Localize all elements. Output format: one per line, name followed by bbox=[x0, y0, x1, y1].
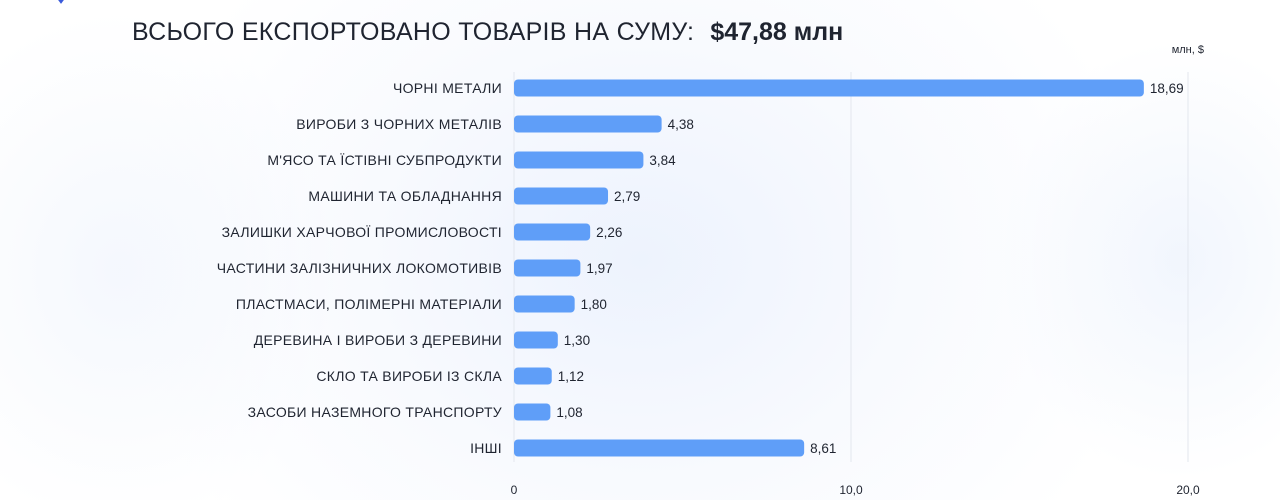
x-tick-label: 20,0 bbox=[1176, 483, 1200, 497]
value-label: 1,30 bbox=[564, 333, 590, 348]
category-label: ДЕРЕВИНА І ВИРОБИ З ДЕРЕВИНИ bbox=[254, 332, 502, 348]
value-label: 1,80 bbox=[581, 297, 607, 312]
bar bbox=[514, 439, 805, 457]
bar bbox=[514, 79, 1144, 97]
category-label: ЗАСОБИ НАЗЕМНОГО ТРАНСПОРТУ bbox=[248, 404, 502, 420]
category-label: М'ЯСО ТА ЇСТІВНІ СУБПРОДУКТИ bbox=[267, 152, 502, 168]
x-tick-label: 0 bbox=[511, 483, 518, 497]
category-label: ІНШІ bbox=[470, 440, 502, 456]
x-tick-label: 10,0 bbox=[839, 483, 863, 497]
value-label: 2,79 bbox=[614, 189, 640, 204]
bar bbox=[514, 295, 575, 313]
category-label: МАШИНИ ТА ОБЛАДНАННЯ bbox=[308, 188, 502, 204]
chart-title: ВСЬОГО ЕКСПОРТОВАНО ТОВАРІВ НА СУМУ: $47… bbox=[132, 14, 843, 50]
value-label: 1,08 bbox=[556, 405, 582, 420]
category-label: ЧАСТИНИ ЗАЛІЗНИЧНИХ ЛОКОМОТИВІВ bbox=[217, 260, 502, 276]
title-text: ВСЬОГО ЕКСПОРТОВАНО ТОВАРІВ НА СУМУ: bbox=[132, 17, 695, 46]
value-label: 8,61 bbox=[810, 441, 836, 456]
total-value: $47,88 млн bbox=[710, 17, 844, 46]
bar bbox=[514, 151, 644, 169]
value-label: 1,97 bbox=[586, 261, 612, 276]
category-label: ВИРОБИ З ЧОРНИХ МЕТАЛІВ bbox=[296, 116, 502, 132]
bar bbox=[514, 259, 581, 277]
category-label: ПЛАСТМАСИ, ПОЛІМЕРНІ МАТЕРІАЛИ bbox=[236, 296, 502, 312]
bar bbox=[514, 367, 552, 385]
value-label: 2,26 bbox=[596, 225, 622, 240]
bar bbox=[514, 403, 551, 421]
category-label: ЗАЛИШКИ ХАРЧОВОЇ ПРОМИСЛОВОСТІ bbox=[222, 224, 502, 240]
value-label: 1,12 bbox=[558, 369, 584, 384]
logo-icon bbox=[58, 0, 64, 4]
bar bbox=[514, 187, 609, 205]
value-label: 3,84 bbox=[649, 153, 676, 168]
bar bbox=[514, 331, 558, 349]
unit-label: млн, $ bbox=[1171, 44, 1204, 56]
bar bbox=[514, 223, 591, 241]
bar bbox=[514, 115, 662, 133]
category-label: СКЛО ТА ВИРОБИ ІЗ СКЛА bbox=[316, 368, 502, 384]
value-label: 4,38 bbox=[668, 117, 694, 132]
value-label: 18,69 bbox=[1150, 81, 1184, 96]
category-label: ЧОРНІ МЕТАЛИ bbox=[393, 80, 502, 96]
